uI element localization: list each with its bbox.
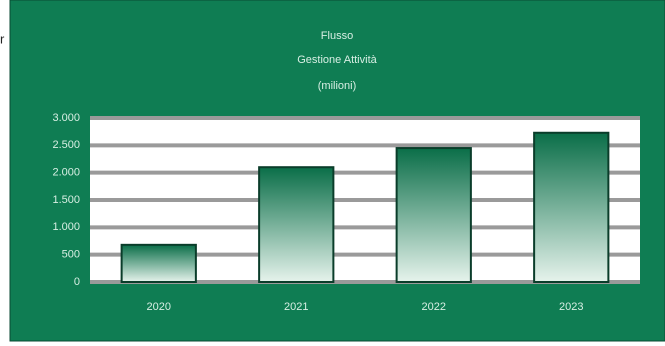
- x-tick-label: 2020: [147, 301, 171, 313]
- x-tick-label: 2022: [422, 301, 446, 313]
- cut-text: r: [0, 31, 5, 46]
- bar: [533, 131, 610, 283]
- bar: [258, 166, 335, 283]
- y-tick-label: 1.000: [52, 221, 80, 233]
- y-tick-label: 2.500: [52, 139, 80, 151]
- y-tick-label: 500: [62, 249, 80, 261]
- chart-subtitle: Gestione Attività: [297, 54, 377, 66]
- chart-title: Flusso: [321, 30, 353, 42]
- y-tick-label: 2.000: [52, 167, 80, 179]
- x-tick-label: 2023: [559, 301, 583, 313]
- y-tick-label: 1.500: [52, 194, 80, 206]
- bar: [395, 147, 472, 283]
- bar: [120, 243, 197, 283]
- y-tick-label: 0: [74, 276, 80, 288]
- y-tick-label: 3.000: [52, 112, 80, 124]
- x-tick-label: 2021: [284, 301, 308, 313]
- unit-label: (milioni): [318, 80, 357, 92]
